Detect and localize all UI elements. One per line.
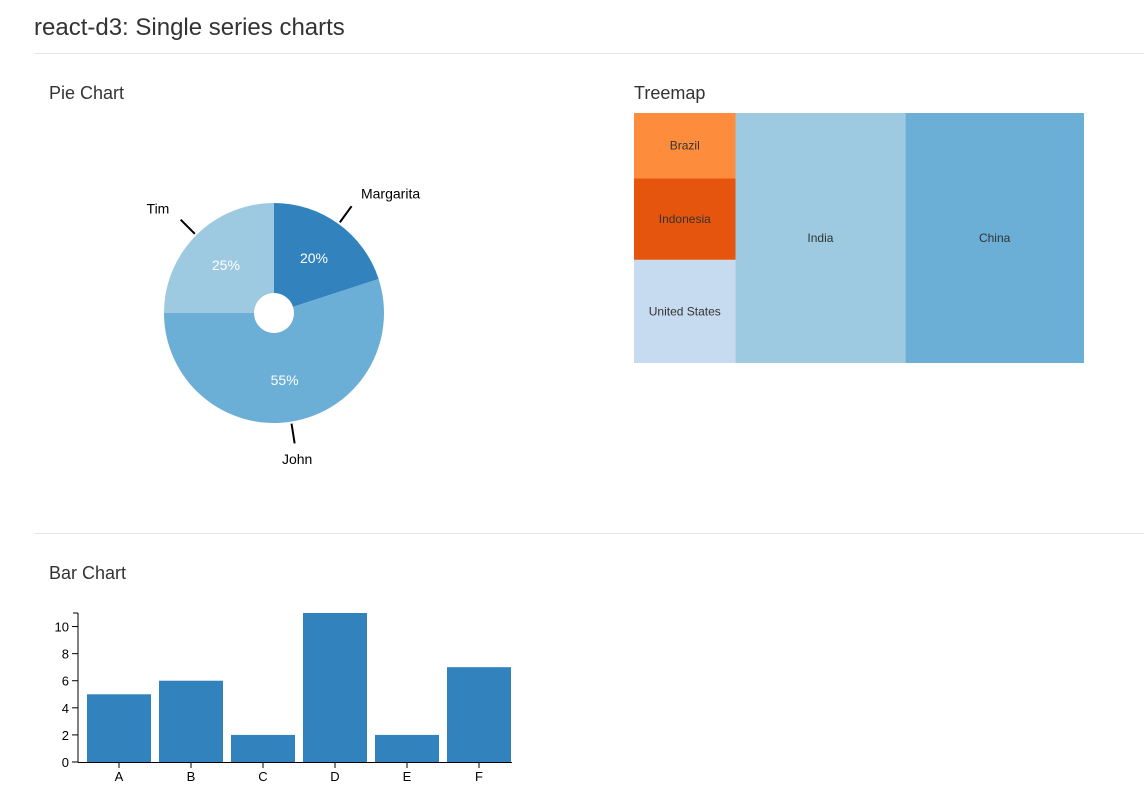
bar-d [303,613,367,762]
bar-chart-title: Bar Chart [49,563,127,583]
pie-leader-line-john [290,423,296,444]
header-divider [34,53,1144,54]
bar-chart: 0 2 4 6 8 10 A B C D E F [55,612,512,784]
y-tick-label: 6 [62,674,69,689]
treemap-label-indonesia: Indonesia [659,212,711,226]
treemap-title: Treemap [634,83,706,103]
bar-a [87,694,151,762]
pie-slice-john [164,279,384,423]
y-tick-label: 8 [62,647,69,662]
pie-slice-tim [164,203,274,313]
bar-f [447,667,511,762]
treemap-chart: China India United States Indonesia Brazil [634,113,1084,363]
x-tick-label-d: D [330,769,339,784]
x-tick-label-c: C [258,769,267,784]
treemap-cell-indonesia [634,178,736,260]
treemap-cell-china [905,113,1084,363]
y-tick-label: 4 [62,701,69,716]
y-tick-label: 10 [55,620,69,635]
pie-value-label-john: 55% [271,372,299,388]
pie-chart: 20% Margarita 55% John 25% Tim [147,185,421,467]
page-title: react-d3: Single series charts [34,14,345,41]
treemap-cell-india [735,113,906,363]
pie-leader-line-margarita [339,205,353,223]
pie-value-label-tim: 25% [212,257,240,273]
x-tick-label-f: F [475,769,483,784]
pie-slice-margarita [274,203,379,307]
pie-value-label-margarita: 20% [300,250,328,266]
pie-chart-title: Pie Chart [49,83,125,103]
treemap-label-china: China [979,231,1011,245]
treemap-cell-united-states [634,259,736,363]
x-tick-label-a: A [115,769,124,784]
pie-slice-label-tim: Tim [147,200,170,216]
x-tick-label-b: B [187,769,196,784]
y-tick-label: 2 [62,728,69,743]
pie-slice-label-john: John [282,451,312,467]
treemap-label-india: India [807,231,833,245]
pie-leader-line-tim [179,218,196,235]
treemap-cell-brazil [634,113,736,179]
treemap-label-brazil: Brazil [670,139,700,153]
section-divider [34,533,1144,534]
bar-b [159,680,223,762]
bar-e [375,734,439,762]
bar-c [231,734,295,762]
y-tick-label: 0 [62,755,69,770]
treemap-label-united-states: United States [649,304,721,318]
x-tick-label-e: E [403,769,412,784]
pie-slice-label-margarita: Margarita [361,185,420,201]
